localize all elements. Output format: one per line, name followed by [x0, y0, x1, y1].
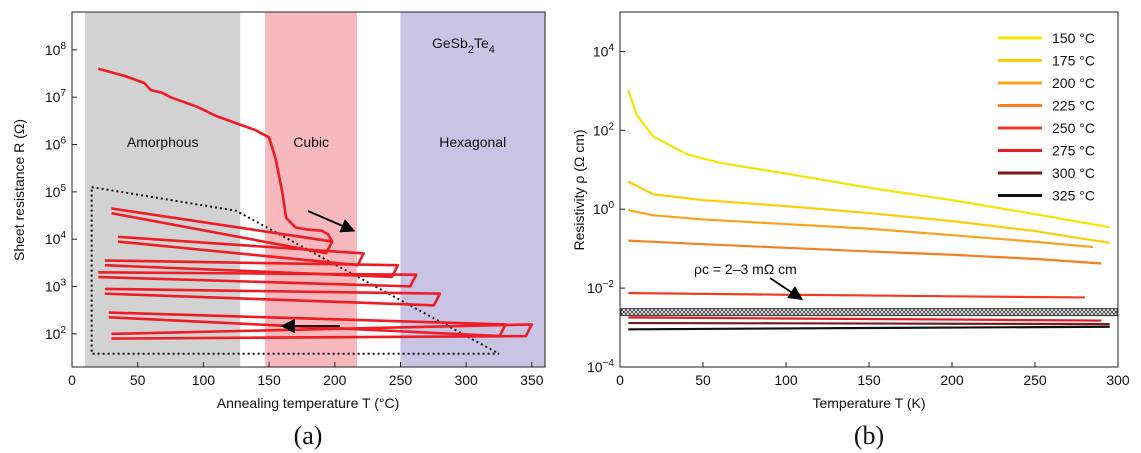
x-axis-ticks-a: 0 50 100 150 200 250 300 350 [68, 362, 544, 388]
series-line [628, 239, 1102, 265]
anneal-cycle-1 [111, 207, 334, 255]
x-tick-label: 100 [192, 372, 216, 388]
x-tick-label: 50 [130, 372, 146, 388]
series-line [627, 89, 1110, 229]
anneal-cycle-5 [104, 287, 442, 307]
series-line [628, 321, 1110, 326]
y-tick-label: 102 [593, 121, 615, 138]
heating-arrow [307, 210, 356, 233]
hatched-band [620, 308, 1118, 317]
y-tick-label: 105 [45, 183, 67, 200]
anneal-cycle-4 [98, 271, 418, 288]
main-heating-curve [97, 67, 334, 243]
y-tick-label: 106 [45, 136, 67, 153]
panel-label-b: (b) [854, 421, 884, 450]
resistivity-curves [627, 89, 1110, 331]
dotted-envelope [90, 186, 500, 355]
x-tick-label: 150 [857, 372, 881, 388]
x-tick-label: 200 [940, 372, 964, 388]
legend-entry: 200 °C [1052, 75, 1095, 91]
x-axis-label-b: Temperature T (K) [812, 395, 925, 411]
x-tick-label: 350 [520, 372, 544, 388]
y-tick-label: 104 [45, 230, 67, 247]
phase-label-cubic: Cubic [293, 134, 329, 150]
x-tick-label: 0 [616, 372, 624, 388]
legend: 150 °C 175 °C 200 °C 225 °C 250 °C 275 °C 300 … [998, 30, 1095, 204]
y-axis-ticks-b: 10−4 10−2 100 102 104 [587, 42, 625, 375]
y-axis-ticks-a: 102 103 104 105 106 107 108 [45, 41, 77, 342]
direction-arrows [280, 210, 356, 334]
panel-label-a: (a) [294, 421, 323, 450]
x-tick-label: 200 [323, 372, 347, 388]
anneal-cycle-7 [111, 323, 534, 340]
plot-frame-a [71, 11, 546, 368]
legend-entry: 150 °C [1052, 30, 1095, 46]
legend-entry: 175 °C [1052, 53, 1095, 69]
x-tick-label: 300 [1106, 372, 1130, 388]
phase-regions [85, 12, 545, 367]
anneal-cycle-3 [104, 259, 400, 279]
y-tick-label: 10−4 [587, 358, 614, 375]
chart-panel-a: Amorphous Cubic Hexagonal GeSb2Te4 0 50 100 1… [11, 11, 546, 450]
resistance-curves [97, 67, 534, 340]
legend-entry: 225 °C [1052, 98, 1095, 114]
chart-panel-b: ρc = 2–3 mΩ cm 150 °C 175 °C 200 °C 225 °C 2… [571, 11, 1130, 450]
rho-c-annotation: ρc = 2–3 mΩ cm [694, 261, 797, 277]
x-tick-label: 250 [1023, 372, 1047, 388]
series-line [628, 325, 1110, 331]
x-tick-label: 100 [774, 372, 798, 388]
y-tick-label: 107 [45, 88, 67, 105]
y-tick-label: 10−2 [587, 279, 614, 296]
legend-entry: 275 °C [1052, 143, 1095, 159]
y-tick-label: 103 [45, 278, 67, 295]
x-axis-ticks-b: 0 50 100 150 200 250 300 [616, 362, 1130, 388]
y-tick-label: 100 [593, 200, 615, 217]
legend-entry: 300 °C [1052, 165, 1095, 181]
material-label: GeSb2Te4 [432, 35, 495, 56]
phase-label-hexagonal: Hexagonal [439, 134, 506, 150]
legend-entry: 325 °C [1052, 188, 1095, 204]
x-tick-label: 300 [454, 372, 478, 388]
x-tick-label: 50 [695, 372, 711, 388]
y-tick-label: 108 [45, 41, 67, 58]
envelope-line [90, 186, 500, 355]
rho-c-band [620, 308, 1118, 317]
y-axis-label-a: Sheet resistance R (Ω) [11, 119, 27, 261]
phase-region-cubic [265, 12, 358, 367]
annotation-arrow [769, 277, 803, 300]
legend-entry: 250 °C [1052, 120, 1095, 136]
y-axis-label-b: Resistivity ρ (Ω cm) [571, 129, 587, 250]
y-tick-label: 104 [593, 42, 615, 59]
phase-label-amorphous: Amorphous [127, 134, 199, 150]
anneal-cycle-2 [117, 235, 365, 267]
x-tick-label: 0 [68, 372, 76, 388]
phase-region-hexagonal [400, 12, 545, 367]
y-tick-label: 102 [45, 325, 67, 342]
series-line [627, 180, 1110, 244]
series-line [628, 316, 1102, 322]
phase-region-labels: Amorphous Cubic Hexagonal [127, 134, 506, 150]
series-line [628, 209, 1094, 249]
x-axis-label-a: Annealing temperature T (°C) [217, 395, 400, 411]
x-tick-label: 150 [257, 372, 281, 388]
series-line [628, 291, 1085, 299]
x-tick-label: 250 [389, 372, 413, 388]
